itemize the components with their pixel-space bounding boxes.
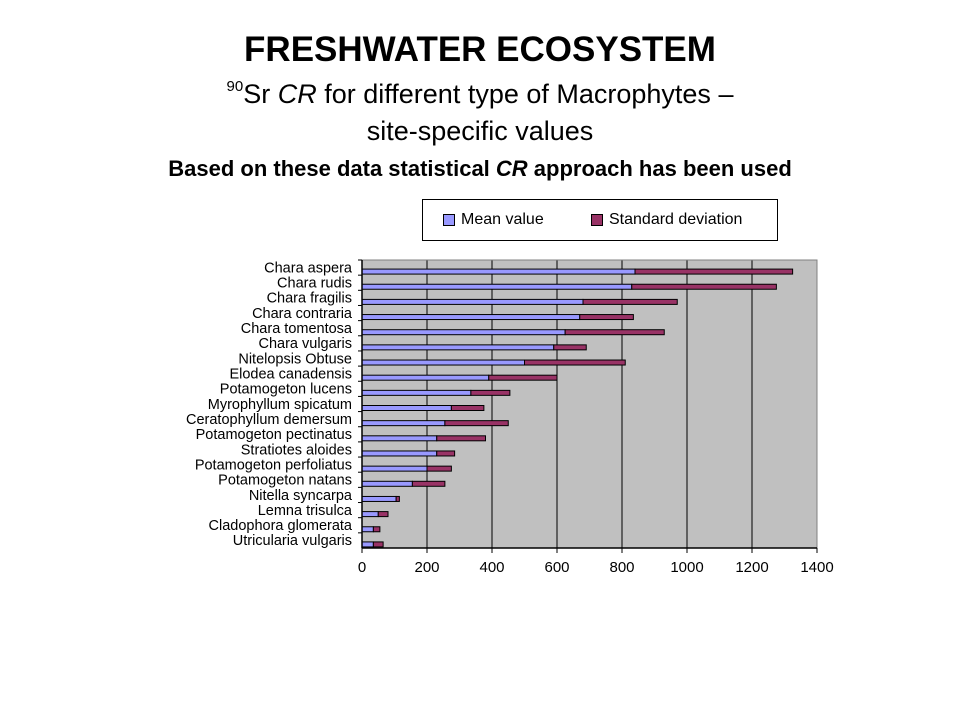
legend-swatch-sd (591, 214, 603, 226)
bar-mean (361, 526, 374, 533)
x-tick-label: 400 (479, 559, 504, 576)
bar-mean (361, 541, 374, 548)
bar-sd (634, 268, 794, 275)
legend-swatch-mean (443, 214, 455, 226)
category-label: Chara contraria (252, 306, 353, 322)
x-tick-label: 1200 (735, 559, 768, 576)
slide-subtitle: 90Sr CR for different type of Macrophyte… (0, 78, 960, 110)
category-label: Potamogeton lucens (220, 382, 352, 398)
x-tick-label: 600 (544, 559, 569, 576)
subtitle-rest: for different type of Macrophytes – (316, 79, 734, 109)
bar-mean (361, 450, 438, 457)
bar-sd (470, 389, 511, 396)
legend-item-mean: Mean value (443, 211, 544, 229)
bar-mean (361, 329, 566, 336)
plot-area (362, 260, 817, 548)
legend-label-mean: Mean value (461, 211, 544, 228)
note-cr-term: CR (495, 156, 528, 181)
bar-mean (361, 314, 581, 321)
bar-sd (488, 374, 558, 381)
bar-sd (524, 359, 626, 366)
legend-item-sd: Standard deviation (591, 211, 742, 229)
bar-sd (582, 298, 678, 305)
slide-note: Based on these data statistical CR appro… (0, 156, 960, 182)
bar-sd (444, 420, 509, 427)
note-text-end: approach has been used (527, 156, 792, 181)
bar-mean (361, 344, 555, 351)
bar-mean (361, 283, 633, 290)
category-label: Nitella syncarpa (249, 488, 353, 504)
bar-sd (579, 314, 634, 321)
subtitle-element: Sr (243, 79, 278, 109)
category-label: Potamogeton natans (218, 473, 352, 489)
bar-mean (361, 465, 428, 472)
category-label: Chara aspera (264, 260, 353, 276)
bar-mean (361, 298, 584, 305)
category-label: Potamogeton perfoliatus (195, 457, 352, 473)
bar-mean (361, 480, 413, 487)
bar-mean (361, 405, 452, 411)
category-label: Elodea canadensis (229, 367, 352, 383)
slide-subtitle-line2: site-specific values (366, 116, 594, 146)
chart-legend: Mean value Standard deviation (422, 199, 778, 241)
bar-sd (436, 435, 486, 442)
bar-mean (361, 374, 490, 381)
bar-mean (361, 435, 438, 442)
bar-mean (361, 511, 379, 518)
bar-mean (361, 359, 525, 366)
category-label: Chara vulgaris (259, 336, 353, 352)
bar-sd (553, 344, 587, 351)
bar-sd (395, 495, 400, 502)
bar-sd (377, 511, 389, 518)
bar-mean (361, 495, 397, 502)
category-label: Potamogeton pectinatus (196, 427, 352, 443)
bar-sd (436, 450, 456, 457)
bar-sd (450, 405, 485, 411)
category-label: Chara rudis (277, 276, 352, 292)
x-tick-label: 200 (414, 559, 439, 576)
subtitle-cr-term: CR (277, 79, 317, 109)
x-tick-label: 1400 (800, 559, 833, 576)
category-label: Utricularia vulgaris (233, 533, 352, 549)
bar-sd (372, 541, 384, 548)
bar-sd (631, 283, 777, 290)
bar-sd (564, 329, 665, 336)
bar-mean (361, 268, 636, 275)
note-text-start: Based on these data statistical (168, 156, 496, 181)
x-tick-label: 0 (358, 559, 366, 576)
bar-sd (426, 465, 452, 472)
legend-label-sd: Standard deviation (609, 211, 743, 228)
category-label: Lemna trisulca (258, 503, 353, 519)
category-label: Myrophyllum spicatum (208, 397, 352, 413)
bar-sd (372, 526, 381, 533)
bar-sd (411, 480, 446, 487)
category-label: Chara fragilis (267, 291, 352, 307)
bar-mean (361, 389, 472, 396)
category-label: Nitelopsis Obtuse (238, 351, 352, 367)
category-label: Chara tomentosa (241, 321, 353, 337)
slide-title: FRESHWATER ECOSYSTEM (244, 30, 716, 69)
category-label: Stratiotes aloides (241, 442, 352, 458)
x-tick-label: 1000 (670, 559, 703, 576)
bar-mean (361, 420, 446, 427)
isotope-mass-number: 90 (226, 78, 244, 95)
category-label: Ceratophyllum demersum (186, 412, 352, 428)
category-label: Cladophora glomerata (209, 518, 353, 534)
x-tick-label: 800 (609, 559, 634, 576)
